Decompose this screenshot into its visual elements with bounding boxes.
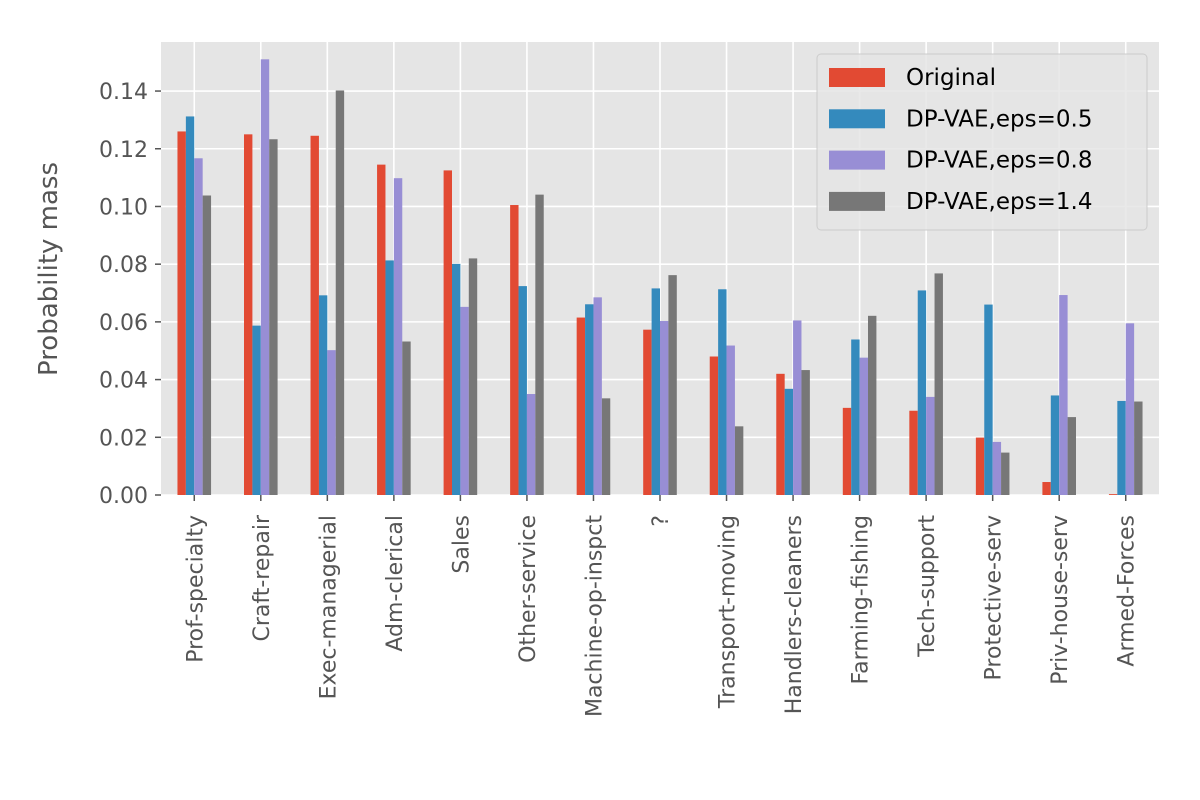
y-tick-label: 0.08 [99,253,148,278]
bars [177,59,1143,496]
x-tick-label: Farming-fishing [849,515,874,684]
x-tick-label: Sales [449,515,474,574]
bar [726,345,735,495]
bar [793,320,802,495]
y-tick-label: 0.14 [99,80,148,105]
bar [468,258,478,495]
y-tick-label: 0.00 [99,484,148,509]
y-tick-label: 0.06 [99,311,148,336]
bar [194,158,203,496]
x-tick-label: Exec-managerial [316,515,341,699]
bar [1108,494,1118,495]
bar [452,263,461,495]
y-tick-label: 0.04 [99,369,148,394]
bar [842,407,852,495]
bar [402,341,411,495]
bar [1067,417,1076,495]
bar [851,339,860,495]
bar [1117,400,1126,495]
legend-swatch [829,150,885,170]
bar [576,317,586,495]
bar [668,275,677,495]
bar [310,135,319,496]
legend-swatch [829,191,885,211]
x-tick-label: Transport-moving [716,515,741,709]
legend-label: DP-VAE,eps=0.5 [906,106,1092,132]
bar [269,139,278,495]
x-tick-label: Prof-specialty [183,515,208,663]
legend-label: Original [906,65,996,91]
legend-box [816,53,1148,231]
x-tick-label: Protective-serv [982,515,1007,680]
bar [917,290,927,495]
bar [660,321,669,495]
x-tick-label: Priv-house-serv [1048,515,1073,685]
bar [643,329,652,495]
bar [202,195,212,495]
legend-swatch [829,68,885,87]
x-tick-label: Craft-repair [250,514,275,641]
bar [385,260,394,495]
bar [909,410,918,495]
bar [992,441,1002,495]
bar [443,170,452,496]
x-tick-label: Handlers-cleaners [782,515,807,714]
legend: Original DP-VAE,eps=0.5 DP-VAE,eps=0.8 DP-V… [816,53,1148,231]
legend-swatch [829,109,885,129]
bar [1059,295,1068,495]
bar [252,325,261,495]
x-axis: Prof-specialty Craft-repair Exec-manageria… [183,495,1140,717]
bar [934,273,943,495]
bar [460,306,469,495]
x-tick-label: Machine-op-inspct [582,515,607,717]
legend-label: DP-VAE,eps=1.4 [906,189,1092,215]
bar [718,289,727,495]
y-tick-label: 0.02 [99,426,148,451]
bar [975,437,985,495]
bar [318,295,328,495]
bar [177,131,186,495]
x-tick-label: Tech-support [915,515,940,658]
x-tick-label: ? [649,515,674,527]
bar [377,164,386,496]
bar [510,205,519,496]
bar [526,394,536,495]
y-tick-label: 0.12 [99,138,148,163]
bar [784,388,794,495]
bar [801,370,810,495]
bar [535,194,544,496]
bar [260,59,270,495]
y-axis-label: Probability mass [34,162,64,376]
bar [1050,395,1060,495]
bar [593,297,602,495]
x-tick-label: Armed-Forces [1115,515,1140,667]
bar [335,90,345,496]
x-tick-label: Adm-clerical [383,515,408,652]
bar [868,315,877,495]
x-tick-label: Other-service [516,515,541,663]
bar [734,426,744,495]
bar [926,396,935,495]
y-axis: 0.00 0.02 0.04 0.06 0.08 0.10 0.12 0.14 [99,80,161,509]
bar [984,304,993,495]
bar [1042,482,1051,495]
bar [709,356,719,495]
bar [776,373,785,495]
bar [859,357,868,495]
bar [518,286,527,495]
bar [327,350,336,495]
bar [585,304,594,495]
bar [601,398,611,495]
y-tick-label: 0.10 [99,195,148,220]
bar [244,134,253,495]
bar [1001,452,1010,495]
legend-label: DP-VAE,eps=0.8 [906,148,1092,174]
bar [651,288,660,495]
bar [1134,401,1143,495]
bar [1125,323,1135,495]
bar [393,178,403,495]
bar [185,116,195,495]
